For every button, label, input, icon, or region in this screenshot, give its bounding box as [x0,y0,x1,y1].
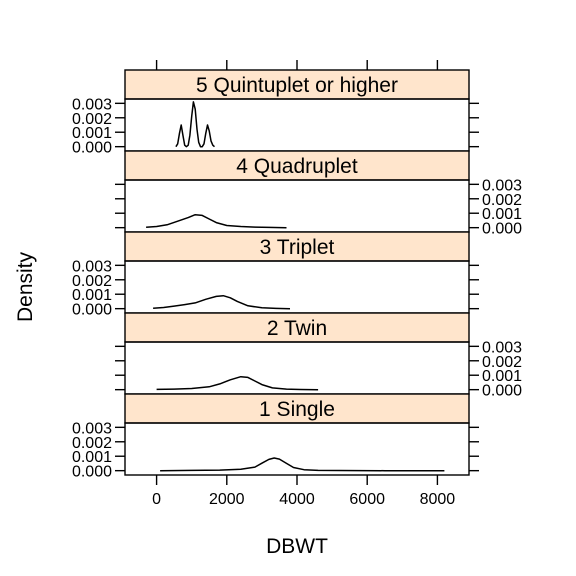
panel-frame [124,179,470,233]
y-tick-label: 0.001 [482,206,522,223]
panel-frame [124,341,470,395]
strip-label: 3 Triplet [260,236,335,259]
y-tick-label: 0.001 [72,287,112,304]
y-tick-label: 0.001 [482,368,522,385]
strip-label: 4 Quadruplet [236,155,358,178]
density-line [160,457,445,472]
strip-label: 2 Twin [267,317,327,340]
y-tick-label: 0.000 [482,383,522,400]
x-tick-label: 6000 [349,491,385,508]
y-tick-label: 0.002 [482,192,522,209]
x-tick-label: 8000 [420,491,456,508]
y-axis-label: Density [14,251,37,322]
density-line [153,294,291,310]
density-line [175,101,215,148]
strip-bg [124,69,470,100]
strip-bg [124,393,470,424]
x-axis-label: DBWT [266,535,328,558]
y-tick-label: 0.002 [72,435,112,452]
y-tick-label: 0.000 [482,221,522,238]
y-tick-label: 0.000 [72,140,112,157]
y-tick-label: 0.000 [72,464,112,481]
strip-label: 1 Single [259,398,335,421]
strip-label: 5 Quintuplet or higher [196,74,398,97]
panel-frame [124,422,470,476]
density-line [146,213,287,229]
x-tick-label: 2000 [209,491,245,508]
y-tick-label: 0.003 [482,177,522,194]
y-tick-label: 0.002 [72,273,112,290]
y-tick-label: 0.001 [72,125,112,142]
y-tick-label: 0.002 [482,354,522,371]
y-tick-label: 0.001 [72,449,112,466]
x-tick-label: 0 [152,491,161,508]
panels-layer: 5 Quintuplet or higher0.0000.0010.0020.0… [72,60,522,508]
y-tick-label: 0.003 [72,96,112,113]
panel-frame [124,98,470,152]
density-line [156,375,319,391]
x-tick-label: 4000 [279,491,315,508]
y-tick-label: 0.000 [72,302,112,319]
y-tick-label: 0.003 [482,339,522,356]
y-tick-label: 0.003 [72,258,112,275]
y-tick-label: 0.003 [72,420,112,437]
y-tick-label: 0.002 [72,111,112,128]
